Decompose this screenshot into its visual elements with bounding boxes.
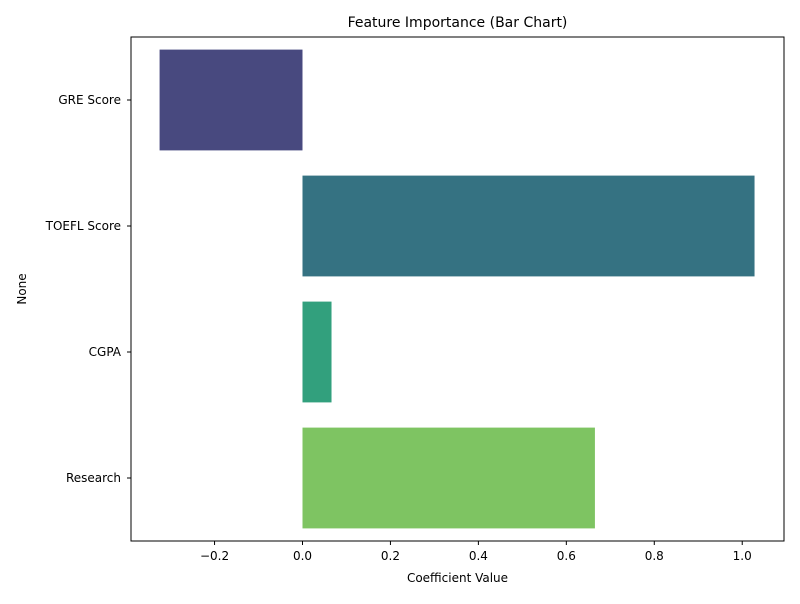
y-axis-ticks: GRE Score TOEFL Score CGPA Research [45, 93, 131, 485]
x-tick-label: 0.2 [381, 549, 400, 563]
x-tick-label: 0.4 [469, 549, 488, 563]
x-tick-label: 1.0 [733, 549, 752, 563]
y-tick-label: Research [66, 471, 121, 485]
y-tick-label: TOEFL Score [45, 219, 121, 233]
bar-gre-score [159, 49, 303, 151]
x-tick-label: 0.0 [293, 549, 312, 563]
x-axis-label: Coefficient Value [407, 571, 508, 585]
y-tick-label: GRE Score [58, 93, 121, 107]
y-tick-label: CGPA [89, 345, 122, 359]
plot-frame [130, 36, 785, 542]
chart-title: Feature Importance (Bar Chart) [348, 15, 568, 31]
bar-research [302, 427, 595, 529]
x-axis-ticks: −0.2 0.0 0.2 0.4 0.6 0.8 1.0 [200, 541, 752, 563]
bars-layer [159, 49, 755, 529]
x-tick-label: 0.8 [645, 549, 664, 563]
x-tick-label: −0.2 [200, 549, 229, 563]
bar-toefl-score [302, 175, 755, 277]
x-tick-label: 0.6 [557, 549, 576, 563]
bar-cgpa [302, 301, 332, 403]
y-axis-label: None [15, 273, 29, 304]
